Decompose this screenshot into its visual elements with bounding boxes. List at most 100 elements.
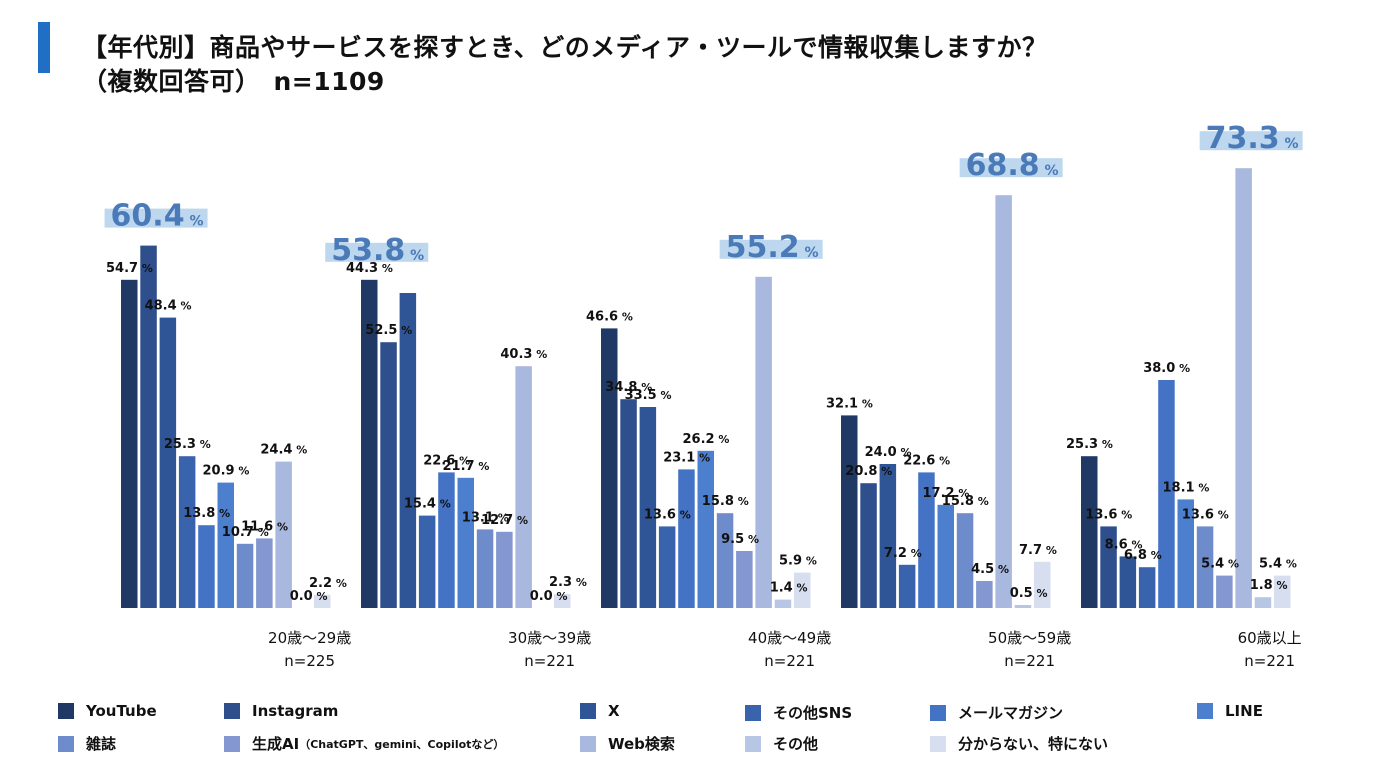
data-label: 11.6 % bbox=[241, 519, 288, 534]
legend-item-mail-magazine: メールマガジン bbox=[930, 702, 1063, 723]
legend-label: 生成AI bbox=[252, 735, 300, 753]
data-label: 13.6 % bbox=[1182, 507, 1229, 522]
bar bbox=[1216, 575, 1233, 608]
data-label: 10.7 % bbox=[222, 525, 269, 540]
data-label: 13.8 % bbox=[183, 506, 230, 521]
bar bbox=[1196, 526, 1214, 608]
data-label: 0.5 % bbox=[1010, 586, 1048, 601]
legend-label: X bbox=[608, 702, 620, 720]
bar bbox=[841, 415, 858, 608]
bar bbox=[1100, 526, 1117, 608]
legend-label: 分からない、特にない bbox=[958, 735, 1109, 753]
data-label: 1.8 % bbox=[1250, 578, 1288, 593]
title-accent-bar bbox=[38, 22, 50, 73]
highlight-band bbox=[959, 158, 1063, 178]
legend-swatch bbox=[58, 703, 74, 719]
legend-swatch bbox=[224, 735, 240, 752]
legend-item-x: X bbox=[580, 702, 620, 720]
category-n-label: n=225 bbox=[284, 652, 335, 670]
bar bbox=[140, 245, 157, 608]
legend-item-other: その他 bbox=[745, 733, 818, 754]
data-label: 13.1 % bbox=[462, 510, 509, 525]
data-label: 9.5 % bbox=[721, 532, 759, 547]
bar bbox=[1274, 575, 1291, 608]
bar bbox=[178, 456, 196, 608]
data-label: 26.2 % bbox=[683, 432, 730, 447]
legend-swatch bbox=[580, 703, 596, 719]
data-label: 7.7 % bbox=[1019, 543, 1057, 558]
category-label: 20歳〜29歳 bbox=[268, 629, 351, 647]
bar bbox=[418, 515, 436, 608]
data-label: 2.3 % bbox=[549, 575, 587, 590]
chart-subtitle: （複数回答可） n=1109 bbox=[82, 67, 385, 96]
legend-label: LINE bbox=[1225, 702, 1263, 720]
data-label: 1.4 % bbox=[770, 581, 808, 596]
data-label: 24.4 % bbox=[260, 443, 307, 458]
data-label: 0.0 % bbox=[530, 589, 568, 604]
data-label: 24.0 % bbox=[865, 445, 912, 460]
bar bbox=[457, 477, 474, 608]
bar bbox=[755, 276, 772, 608]
bar bbox=[995, 195, 1012, 608]
bar bbox=[898, 564, 916, 608]
bar bbox=[515, 366, 532, 608]
data-label: 5.4 % bbox=[1201, 557, 1239, 572]
bar bbox=[879, 464, 897, 608]
data-label: 20.9 % bbox=[203, 464, 250, 479]
data-label: 22.6 % bbox=[903, 453, 950, 468]
legend-label: YouTube bbox=[86, 702, 157, 720]
legend-swatch bbox=[930, 735, 946, 752]
bar bbox=[658, 526, 676, 608]
bar bbox=[236, 543, 254, 608]
legend-item-magazine: 雑誌 bbox=[58, 733, 116, 754]
bar bbox=[1177, 499, 1194, 608]
bar bbox=[860, 483, 877, 608]
bar bbox=[918, 472, 935, 608]
data-label: 13.6 % bbox=[1085, 507, 1132, 522]
bar bbox=[1119, 556, 1137, 608]
data-label: 33.5 % bbox=[625, 388, 672, 403]
data-label: 44.3 % bbox=[346, 261, 393, 276]
bar bbox=[620, 399, 637, 608]
data-label: 18.1 % bbox=[1163, 480, 1210, 495]
highlight-band bbox=[104, 208, 208, 228]
bar bbox=[1034, 561, 1051, 608]
bar bbox=[1254, 597, 1272, 608]
legend-swatch bbox=[580, 735, 596, 752]
bar bbox=[956, 513, 974, 608]
legend-swatch bbox=[930, 704, 946, 721]
legend-sublabel: （ChatGPT、gemini、Copilotなど） bbox=[299, 737, 505, 751]
data-label: 54.7 % bbox=[106, 261, 153, 276]
data-label: 46.6 % bbox=[586, 309, 633, 324]
bar bbox=[399, 293, 417, 608]
category-label: 40歳〜49歳 bbox=[748, 629, 831, 647]
data-label: 12.7 % bbox=[481, 513, 528, 528]
bar bbox=[937, 504, 954, 608]
highlight-value: 68.8 % bbox=[966, 148, 1059, 183]
legend-label: その他 bbox=[773, 735, 819, 753]
legend-label: メールマガジン bbox=[958, 704, 1064, 722]
category-label: 30歳〜39歳 bbox=[508, 629, 591, 647]
category-n-label: n=221 bbox=[764, 652, 815, 670]
legend-label: Web検索 bbox=[608, 735, 675, 753]
data-label: 5.4 % bbox=[1259, 557, 1297, 572]
legend-item-other-sns: その他SNS bbox=[745, 702, 852, 723]
bar bbox=[639, 407, 657, 608]
data-label: 7.2 % bbox=[884, 546, 922, 561]
data-label: 2.2 % bbox=[309, 576, 347, 591]
bar bbox=[438, 472, 455, 608]
data-label: 34.8 % bbox=[605, 380, 652, 395]
data-label: 48.4 % bbox=[145, 299, 192, 314]
highlight-band bbox=[325, 242, 429, 262]
data-label: 5.9 % bbox=[779, 554, 817, 569]
bar bbox=[976, 581, 993, 608]
data-label: 6.8 % bbox=[1124, 548, 1162, 563]
bar bbox=[159, 317, 177, 608]
highlight-value: 73.3 % bbox=[1206, 121, 1299, 156]
data-label: 25.3 % bbox=[164, 437, 211, 452]
chart-title: 【年代別】商品やサービスを探すとき、どのメディア・ツールで情報収集しますか？ bbox=[82, 33, 1048, 62]
highlight-band bbox=[719, 239, 823, 259]
bar bbox=[1081, 456, 1098, 608]
bar bbox=[774, 599, 792, 608]
bar bbox=[554, 594, 571, 608]
